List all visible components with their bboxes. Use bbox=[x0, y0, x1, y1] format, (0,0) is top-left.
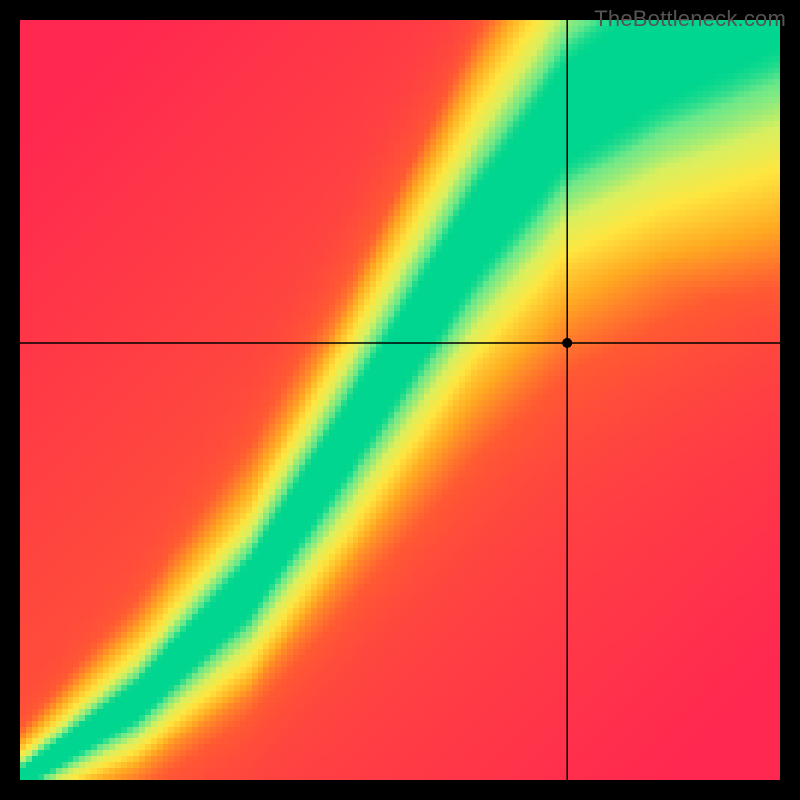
watermark-label: TheBottleneck.com bbox=[594, 6, 786, 32]
bottleneck-heatmap-canvas bbox=[0, 0, 800, 800]
chart-container: TheBottleneck.com bbox=[0, 0, 800, 800]
